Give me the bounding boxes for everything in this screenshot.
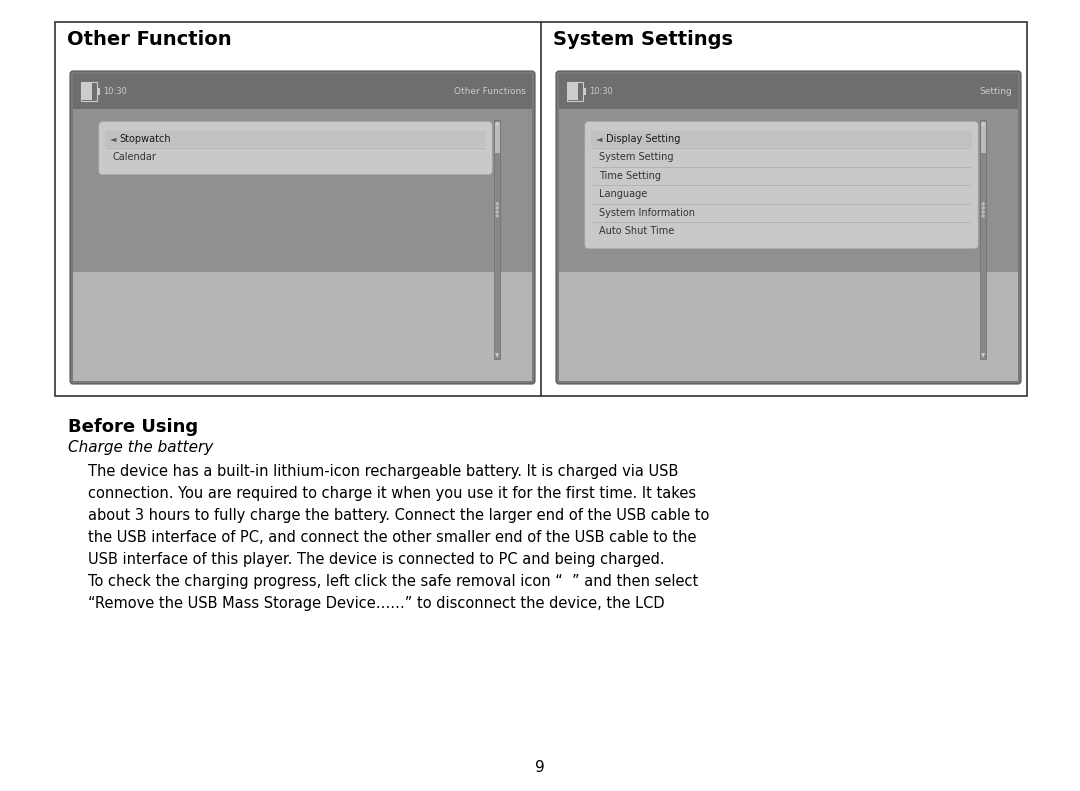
Text: Other Functions: Other Functions: [454, 87, 526, 97]
Text: System Settings: System Settings: [553, 30, 733, 49]
Bar: [567, 81, 583, 101]
Text: ◄: ◄: [110, 134, 117, 143]
Bar: [97, 88, 99, 96]
Text: Other Function: Other Function: [67, 30, 231, 49]
Bar: [559, 109, 1018, 381]
Text: connection. You are required to charge it when you use it for the first time. It: connection. You are required to charge i…: [87, 486, 697, 501]
Bar: [495, 122, 500, 153]
Text: Setting: Setting: [980, 87, 1012, 97]
Circle shape: [982, 202, 984, 205]
Text: ▲: ▲: [495, 121, 499, 127]
Text: 10:30: 10:30: [103, 87, 126, 97]
Circle shape: [496, 211, 498, 213]
Text: System Information: System Information: [598, 208, 694, 218]
Circle shape: [496, 207, 498, 209]
Circle shape: [982, 211, 984, 213]
Text: Charge the battery: Charge the battery: [68, 440, 213, 455]
Bar: [55, 22, 1027, 396]
Text: ▼: ▼: [981, 354, 985, 358]
Bar: [981, 122, 986, 153]
FancyBboxPatch shape: [70, 71, 535, 384]
Bar: [73, 74, 532, 109]
Text: 10:30: 10:30: [589, 87, 612, 97]
Text: ▼: ▼: [495, 354, 499, 358]
Text: Before Using: Before Using: [68, 418, 198, 436]
Bar: [105, 131, 486, 147]
Bar: [82, 83, 93, 100]
Text: “Remove the USB Mass Storage Device……” to disconnect the device, the LCD: “Remove the USB Mass Storage Device……” t…: [87, 596, 664, 611]
Text: USB interface of this player. The device is connected to PC and being charged.: USB interface of this player. The device…: [87, 552, 664, 567]
Text: Calendar: Calendar: [112, 153, 157, 162]
Text: Display Setting: Display Setting: [606, 134, 680, 144]
Text: System Setting: System Setting: [598, 153, 673, 162]
Text: Stopwatch: Stopwatch: [120, 134, 172, 144]
Text: ▲: ▲: [981, 121, 985, 127]
Bar: [591, 131, 972, 147]
Text: The device has a built-in lithium-icon rechargeable battery. It is charged via U: The device has a built-in lithium-icon r…: [87, 464, 678, 479]
Bar: [559, 74, 1018, 109]
Text: the USB interface of PC, and connect the other smaller end of the USB cable to t: the USB interface of PC, and connect the…: [87, 530, 697, 545]
Circle shape: [496, 202, 498, 205]
Circle shape: [496, 215, 498, 217]
Text: 9: 9: [535, 760, 545, 775]
FancyBboxPatch shape: [99, 122, 492, 175]
Bar: [981, 120, 986, 359]
FancyBboxPatch shape: [585, 122, 978, 248]
Bar: [495, 120, 500, 359]
Text: Language: Language: [598, 189, 647, 199]
FancyBboxPatch shape: [556, 71, 1021, 384]
Bar: [81, 81, 97, 101]
Text: Auto Shut Time: Auto Shut Time: [598, 226, 674, 237]
Bar: [559, 272, 1018, 381]
Bar: [73, 272, 532, 381]
Bar: [568, 83, 579, 100]
Text: Time Setting: Time Setting: [598, 171, 661, 181]
Bar: [73, 109, 532, 381]
Text: To check the charging progress, left click the safe removal icon “  ” and then s: To check the charging progress, left cli…: [87, 574, 699, 589]
Circle shape: [982, 207, 984, 209]
Text: ◄: ◄: [596, 134, 603, 143]
Bar: [583, 88, 585, 96]
Circle shape: [982, 215, 984, 217]
Text: about 3 hours to fully charge the battery. Connect the larger end of the USB cab: about 3 hours to fully charge the batter…: [87, 508, 710, 523]
